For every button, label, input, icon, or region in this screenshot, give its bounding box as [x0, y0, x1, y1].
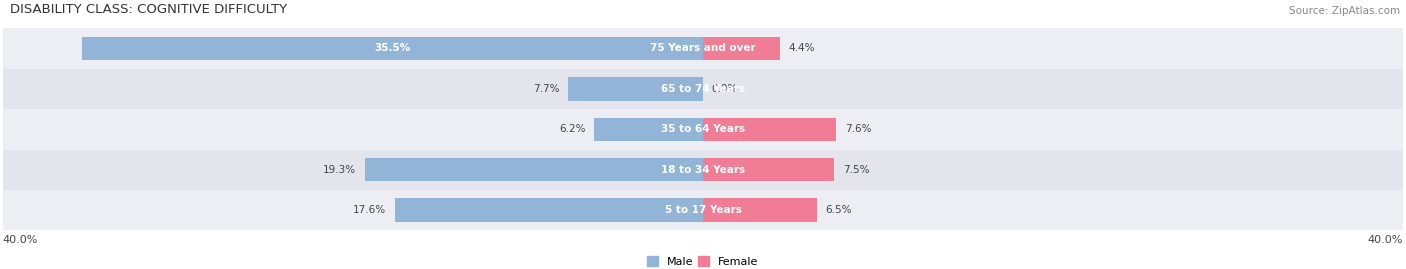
Bar: [568, 77, 703, 101]
Text: 6.2%: 6.2%: [560, 124, 586, 134]
Text: 35 to 64 Years: 35 to 64 Years: [661, 124, 745, 134]
Bar: [703, 158, 834, 182]
Bar: [82, 37, 703, 60]
Bar: [395, 199, 703, 222]
Text: 6.5%: 6.5%: [825, 205, 852, 215]
Text: 0.0%: 0.0%: [711, 84, 738, 94]
Text: 7.5%: 7.5%: [844, 165, 869, 175]
Bar: [3, 69, 1403, 109]
Text: DISABILITY CLASS: COGNITIVE DIFFICULTY: DISABILITY CLASS: COGNITIVE DIFFICULTY: [10, 3, 287, 16]
Text: 19.3%: 19.3%: [323, 165, 356, 175]
Bar: [3, 190, 1403, 231]
Bar: [366, 158, 703, 182]
Text: 35.5%: 35.5%: [374, 43, 411, 53]
Text: 18 to 34 Years: 18 to 34 Years: [661, 165, 745, 175]
Text: 17.6%: 17.6%: [353, 205, 387, 215]
Text: 65 to 74 Years: 65 to 74 Years: [661, 84, 745, 94]
Text: 4.4%: 4.4%: [789, 43, 815, 53]
Text: 7.7%: 7.7%: [533, 84, 560, 94]
Bar: [703, 118, 837, 141]
Text: Source: ZipAtlas.com: Source: ZipAtlas.com: [1289, 6, 1400, 16]
Bar: [3, 150, 1403, 190]
Text: 5 to 17 Years: 5 to 17 Years: [665, 205, 741, 215]
Bar: [703, 37, 780, 60]
Legend: Male, Female: Male, Female: [647, 256, 759, 267]
Bar: [703, 199, 817, 222]
Bar: [3, 109, 1403, 150]
Text: 40.0%: 40.0%: [3, 235, 38, 245]
Text: 7.6%: 7.6%: [845, 124, 872, 134]
Bar: [595, 118, 703, 141]
Text: 75 Years and over: 75 Years and over: [650, 43, 756, 53]
Bar: [3, 28, 1403, 69]
Text: 40.0%: 40.0%: [1368, 235, 1403, 245]
